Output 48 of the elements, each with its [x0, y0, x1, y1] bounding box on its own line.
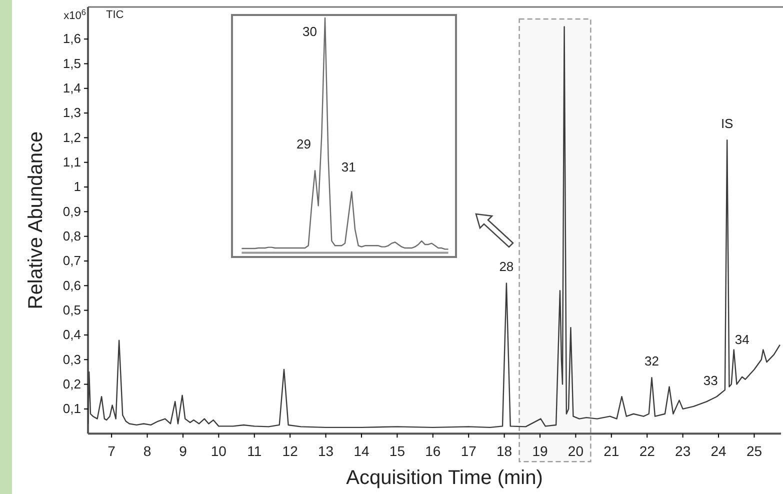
- y-tick-label: 1,4: [62, 80, 81, 96]
- x-tick-label: 18: [496, 443, 512, 459]
- y-axis-title: Relative Abundance: [25, 131, 47, 310]
- text: x10$^{6}$: [64, 8, 86, 22]
- y-tick-label: 0,9: [62, 204, 81, 219]
- annotation: 28: [499, 259, 514, 274]
- y-tick-label: 1,3: [62, 105, 81, 120]
- x-tick-label: 8: [143, 443, 152, 459]
- x-tick-label: 19: [532, 443, 548, 459]
- line-series: [88, 26, 781, 428]
- annotation: IS: [720, 116, 734, 132]
- x-tick-label: 10: [210, 443, 227, 459]
- x-tick-label: 9: [179, 443, 188, 459]
- x-tick-label: 11: [247, 443, 262, 459]
- x-tick-label: 13: [318, 443, 334, 459]
- annotation: 30: [302, 24, 318, 39]
- y-tick-label: 0,2: [62, 376, 81, 392]
- x-tick-label: 20: [568, 443, 584, 459]
- x-tick-label: 7: [108, 443, 116, 459]
- annotation: 33: [703, 373, 718, 388]
- y-tick-label: 1: [74, 179, 81, 194]
- x-tick-label: 23: [675, 443, 691, 459]
- y-tick-label: 1,1: [62, 154, 81, 170]
- x-tick-label: 16: [425, 443, 441, 459]
- y-tick-label: 1,6: [62, 31, 81, 46]
- x-tick-label: 15: [389, 443, 406, 459]
- x-tick-label: 25: [746, 443, 762, 459]
- y-tick-label: 0,4: [62, 327, 81, 342]
- y-tick-label: 1,5: [62, 56, 81, 71]
- x-tick-label: 21: [604, 443, 620, 459]
- x-tick-label: 14: [354, 443, 370, 459]
- x-axis-title: Acquisition Time (min): [346, 467, 543, 489]
- y-tick-label: 1,2: [62, 130, 81, 145]
- y-tick-label: 0,1: [62, 401, 81, 416]
- y-tick-label: 0,5: [62, 302, 81, 318]
- annotation: 29: [296, 136, 312, 152]
- x-tick-label: 17: [460, 443, 477, 459]
- x-tick-label: 24: [710, 443, 727, 459]
- x-tick-label: 22: [639, 443, 656, 459]
- y-tick-label: 0,6: [62, 278, 81, 293]
- annotation: TIC: [106, 9, 124, 21]
- y-tick-label: 0,7: [62, 253, 81, 268]
- y-tick-label: 0,3: [62, 352, 81, 367]
- annotation: 31: [341, 160, 356, 175]
- annotation: 34: [734, 332, 750, 347]
- x-tick-label: 12: [282, 443, 298, 459]
- annotation: 32: [644, 354, 659, 369]
- y-tick-label: 0,8: [62, 228, 81, 244]
